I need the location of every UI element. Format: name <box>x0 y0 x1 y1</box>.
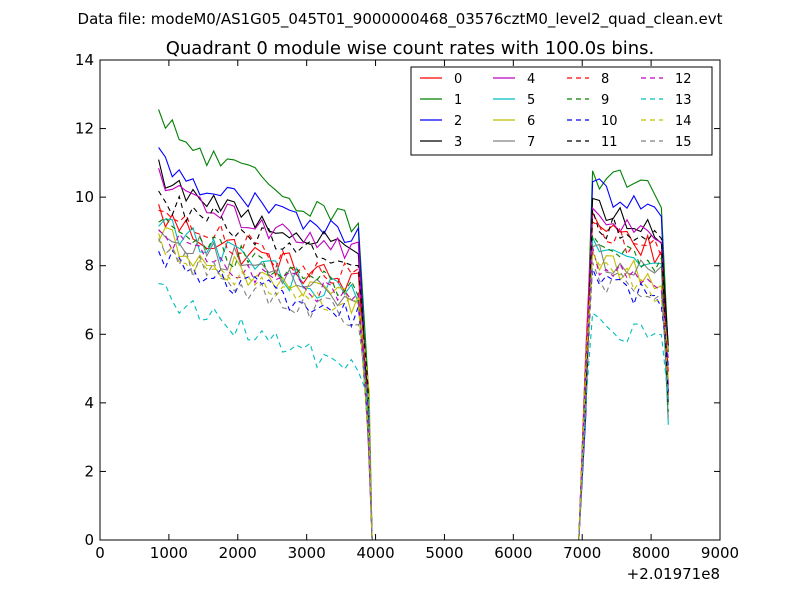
plot-frame <box>99 59 721 541</box>
x-offset-label: +2.01971e8 <box>627 565 720 583</box>
y-axis-tick-labels: 0 2 4 6 8 10 12 14 <box>75 51 94 549</box>
legend-label-1: 1 <box>454 93 462 108</box>
series-line-12 <box>158 229 669 541</box>
y-tick-label: 4 <box>84 394 94 412</box>
legend-label-13: 13 <box>675 93 692 108</box>
x-tick-label: 8000 <box>632 544 670 562</box>
series-line-1 <box>158 109 669 541</box>
series-line-10 <box>158 249 669 541</box>
x-tick-label: 2000 <box>219 544 257 562</box>
series-line-3 <box>158 159 669 541</box>
series-line-5 <box>158 218 669 541</box>
x-tick-label: 6000 <box>494 544 532 562</box>
series-line-14 <box>158 233 669 541</box>
series-line-15 <box>158 238 669 541</box>
x-tick-label: 5000 <box>425 544 463 562</box>
legend-label-4: 4 <box>527 72 535 87</box>
x-tick-label: 0 <box>95 544 105 562</box>
legend-label-11: 11 <box>601 135 618 150</box>
x-tick-label: 1000 <box>150 544 188 562</box>
y-tick-label: 12 <box>75 120 94 138</box>
series-line-2 <box>158 147 669 541</box>
series-line-13 <box>158 283 669 541</box>
y-tick-label: 2 <box>84 462 94 480</box>
legend-box <box>410 66 713 156</box>
y-tick-label: 10 <box>75 188 94 206</box>
legend-label-14: 14 <box>675 114 692 129</box>
legend-label-5: 5 <box>527 93 535 108</box>
series-line-9 <box>158 217 669 541</box>
x-tick-label: 7000 <box>563 544 601 562</box>
y-tick-label: 0 <box>84 531 94 549</box>
legend-label-6: 6 <box>527 114 535 129</box>
x-tick-label: 3000 <box>288 544 326 562</box>
chart-supertitle: Data file: modeM0/AS1G05_045T01_90000004… <box>78 10 723 29</box>
y-tick-label: 6 <box>84 325 94 343</box>
series-line-8 <box>158 209 669 541</box>
y-tick-label: 14 <box>75 51 94 69</box>
legend-label-15: 15 <box>675 135 692 150</box>
series-line-11 <box>158 190 669 541</box>
y-tick-label: 8 <box>84 257 94 275</box>
ticks-layer <box>99 59 721 541</box>
chart-title: Quadrant 0 module wise count rates with … <box>166 38 655 59</box>
series-line-7 <box>158 229 669 541</box>
legend-label-8: 8 <box>601 72 609 87</box>
legend-label-3: 3 <box>454 135 462 150</box>
legend-label-12: 12 <box>675 72 692 87</box>
series-layer <box>158 109 669 541</box>
legend-label-7: 7 <box>527 135 535 150</box>
legend-label-0: 0 <box>454 72 462 87</box>
legend-label-9: 9 <box>601 93 609 108</box>
series-line-4 <box>158 168 669 541</box>
legend-label-10: 10 <box>601 114 618 129</box>
x-tick-label: 9000 <box>701 544 739 562</box>
x-axis-tick-labels: 0 1000 2000 3000 4000 5000 6000 7000 8000 9000 <box>95 544 739 562</box>
legend-label-2: 2 <box>454 114 462 129</box>
x-tick-label: 4000 <box>356 544 394 562</box>
